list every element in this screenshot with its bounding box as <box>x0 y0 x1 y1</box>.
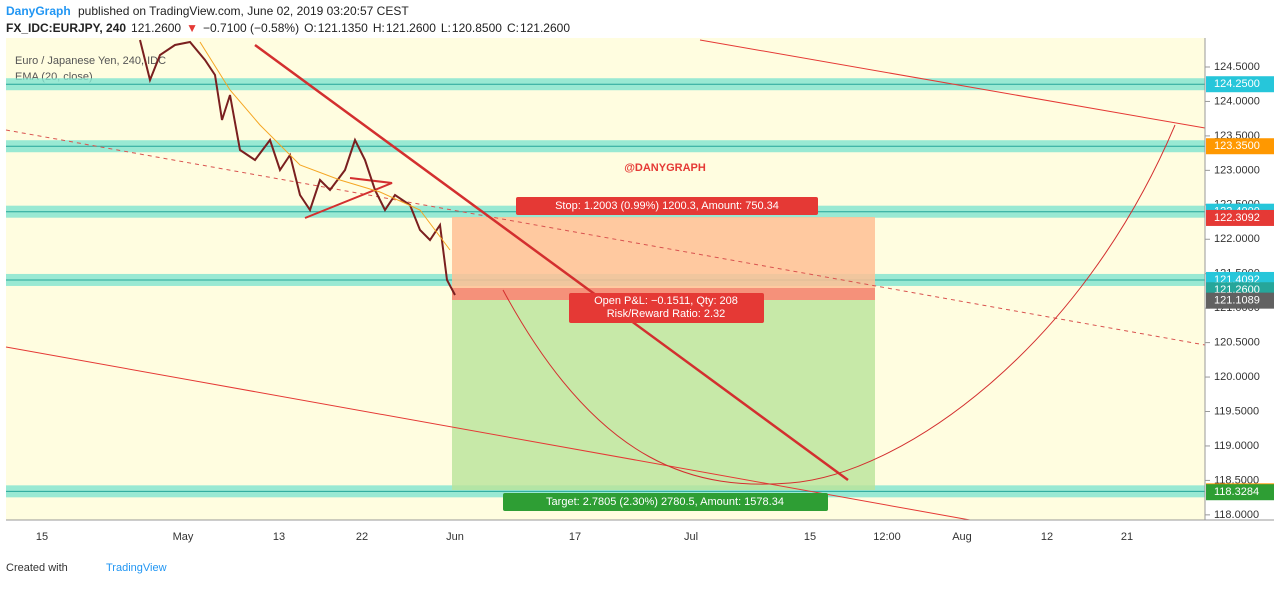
price-label-bg <box>1206 292 1274 309</box>
symbol-part: 121.2600 <box>386 21 436 35</box>
symbol-part: FX_IDC:EURJPY, 240 <box>6 21 126 35</box>
pnl-label: Open P&L: −0.1511, Qty: 208 <box>594 295 738 307</box>
symbol-part: L: <box>441 21 451 35</box>
target-label: Target: 2.7805 (2.30%) 2780.5, Amount: 1… <box>546 496 784 508</box>
symbol-part: 121.1350 <box>318 21 368 35</box>
time-label: 15 <box>36 531 48 543</box>
symbol-part: C: <box>507 21 519 35</box>
price-label: 122.3092 <box>1214 212 1260 224</box>
price-tick-label: 124.0000 <box>1214 95 1260 107</box>
price-label-bg <box>1206 76 1274 93</box>
time-label: Jul <box>684 531 698 543</box>
price-label-bg <box>1206 138 1274 155</box>
watermark: @DANYGRAPH <box>624 162 706 174</box>
price-label-bg <box>1206 484 1274 501</box>
time-label: Jun <box>446 531 464 543</box>
trendline <box>254 43 849 482</box>
symbol-part: 121.2600 <box>520 21 570 35</box>
dashed-trendline <box>5 129 1206 346</box>
symbol-part: O: <box>304 21 317 35</box>
target-label-bg <box>503 493 828 511</box>
footer-brand: TradingView <box>106 562 167 574</box>
time-label: 21 <box>1121 531 1133 543</box>
price-tick-label: 124.5000 <box>1214 61 1260 73</box>
stop-label: Stop: 1.2003 (0.99%) 1200.3, Amount: 750… <box>555 200 779 212</box>
price-label: 123.3500 <box>1214 140 1260 152</box>
published: published on TradingView.com, June 02, 2… <box>78 4 409 18</box>
symbol-part: 120.8500 <box>452 21 502 35</box>
time-label: 12 <box>1041 531 1053 543</box>
stop-zone <box>452 217 875 300</box>
pnl-label-bg <box>569 293 764 323</box>
symbol-part: 121.2600 <box>131 21 181 35</box>
symbol-part: ▼ <box>186 21 198 35</box>
channel-lower <box>5 346 971 521</box>
time-label: 15 <box>804 531 816 543</box>
footer-created: Created with <box>6 562 68 574</box>
symbol-part: H: <box>373 21 385 35</box>
price-tick-label: 118.0000 <box>1214 509 1259 521</box>
price-tick-label: 119.5000 <box>1214 405 1259 417</box>
ratio-label: Risk/Reward Ratio: 2.32 <box>607 308 726 320</box>
price-label-bg <box>1206 209 1274 226</box>
price-label: 118.3284 <box>1214 486 1259 498</box>
ema-line <box>199 41 451 251</box>
time-label: 17 <box>569 531 581 543</box>
price-tick-label: 123.0000 <box>1214 164 1260 176</box>
time-label: Aug <box>952 531 972 543</box>
price-tick-label: 119.0000 <box>1214 440 1259 452</box>
stop-label-bg <box>516 197 818 215</box>
target-zone <box>452 300 875 490</box>
author: DanyGraph <box>6 4 71 18</box>
legend-title: Euro / Japanese Yen, 240, IDC <box>15 55 166 67</box>
time-label: 13 <box>273 531 285 543</box>
price-label: 121.1089 <box>1214 295 1260 307</box>
time-label: 12:00 <box>873 531 901 543</box>
price-candles <box>139 39 456 296</box>
symbol-part: −0.7100 (−0.58%) <box>203 21 299 35</box>
price-tick-label: 122.0000 <box>1214 233 1260 245</box>
price-tick-label: 120.5000 <box>1214 337 1260 349</box>
channel-upper <box>699 39 1206 129</box>
price-tick-label: 118.5000 <box>1214 474 1259 486</box>
curve <box>502 124 1176 485</box>
price-label: 124.2500 <box>1214 78 1260 90</box>
triangle <box>304 177 393 219</box>
symbol-line: FX_IDC:EURJPY, 240 121.2600 ▼ −0.7100 (−0.5… <box>6 21 570 35</box>
price-tick-label: 120.0000 <box>1214 371 1260 383</box>
time-label: May <box>173 531 194 543</box>
time-label: 22 <box>356 531 368 543</box>
